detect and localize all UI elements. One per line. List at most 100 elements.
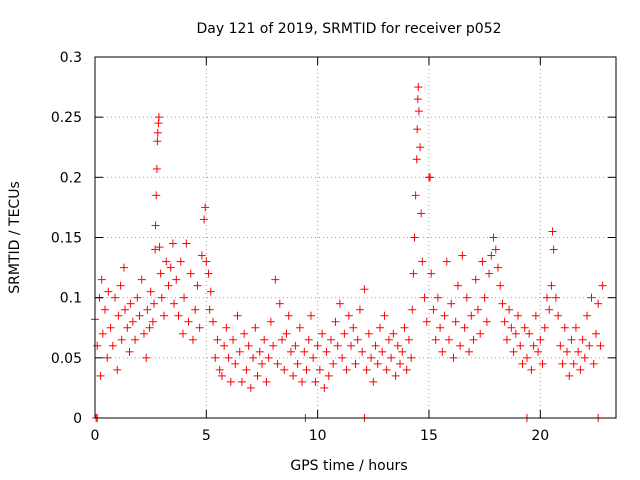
- data-point: [393, 341, 402, 350]
- data-point: [229, 335, 238, 344]
- data-point: [178, 329, 187, 338]
- data-point: [139, 329, 148, 338]
- data-point: [498, 299, 507, 308]
- data-point: [398, 347, 407, 356]
- data-point: [253, 371, 262, 380]
- data-point: [195, 323, 204, 332]
- data-point: [420, 293, 429, 302]
- data-point: [126, 299, 135, 308]
- data-point: [282, 329, 291, 338]
- data-point: [529, 341, 538, 350]
- data-point: [311, 377, 320, 386]
- y-tick-label: 0.25: [51, 110, 82, 126]
- data-point: [327, 335, 336, 344]
- x-tick-label: 0: [91, 428, 100, 444]
- data-point: [407, 353, 416, 362]
- data-point: [209, 317, 218, 326]
- x-axis-label: GPS time / hours: [290, 458, 407, 474]
- data-point: [391, 371, 400, 380]
- data-point: [237, 377, 246, 386]
- data-point: [293, 359, 302, 368]
- data-point: [547, 281, 556, 290]
- data-point: [445, 335, 454, 344]
- data-point: [150, 299, 159, 308]
- data-point: [186, 269, 195, 278]
- data-point: [280, 365, 289, 374]
- y-tick-label: 0.3: [60, 50, 82, 66]
- data-point: [480, 293, 489, 302]
- data-point: [478, 257, 487, 266]
- data-point: [117, 335, 126, 344]
- data-point: [569, 359, 578, 368]
- data-point: [202, 257, 211, 266]
- data-point: [153, 128, 162, 137]
- data-point: [329, 359, 338, 368]
- data-point: [563, 347, 572, 356]
- data-point: [384, 335, 393, 344]
- data-point: [246, 383, 255, 392]
- data-point: [542, 293, 551, 302]
- data-point: [469, 335, 478, 344]
- data-point: [511, 329, 520, 338]
- data-point: [255, 347, 264, 356]
- data-point: [200, 215, 209, 224]
- data-point: [355, 305, 364, 314]
- data-point: [121, 305, 130, 314]
- data-point: [462, 293, 471, 302]
- data-point: [500, 317, 509, 326]
- y-tick-label: 0: [73, 411, 82, 427]
- data-point: [414, 107, 423, 116]
- data-point: [485, 269, 494, 278]
- data-point: [400, 323, 409, 332]
- data-point: [174, 311, 183, 320]
- data-point: [155, 243, 164, 252]
- data-point: [429, 305, 438, 314]
- data-point: [291, 341, 300, 350]
- data-point: [300, 347, 309, 356]
- data-point: [438, 347, 447, 356]
- data-point: [322, 347, 331, 356]
- data-point: [426, 173, 435, 182]
- data-point: [206, 287, 215, 296]
- data-point: [531, 311, 540, 320]
- data-point: [522, 353, 531, 362]
- data-point: [295, 323, 304, 332]
- data-point: [534, 347, 543, 356]
- data-point: [442, 257, 451, 266]
- data-point: [375, 323, 384, 332]
- data-point: [176, 257, 185, 266]
- data-point: [536, 335, 545, 344]
- data-point: [520, 323, 529, 332]
- chart-title: Day 121 of 2019, SRMTID for receiver p05…: [196, 21, 501, 37]
- data-point: [145, 323, 154, 332]
- data-point: [574, 347, 583, 356]
- data-point: [298, 377, 307, 386]
- data-point: [271, 275, 280, 284]
- data-point: [367, 353, 376, 362]
- data-point: [269, 341, 278, 350]
- data-point: [580, 353, 589, 362]
- data-point: [412, 155, 421, 164]
- data-point: [416, 143, 425, 152]
- data-point: [131, 335, 140, 344]
- data-point: [170, 299, 179, 308]
- data-point: [204, 269, 213, 278]
- data-point: [591, 329, 600, 338]
- data-point: [143, 305, 152, 314]
- data-point: [342, 365, 351, 374]
- data-point: [565, 371, 574, 380]
- data-point: [496, 281, 505, 290]
- data-point: [589, 359, 598, 368]
- data-point: [205, 305, 214, 314]
- data-point: [344, 311, 353, 320]
- data-point: [257, 359, 266, 368]
- data-point: [538, 359, 547, 368]
- data-point: [349, 323, 358, 332]
- data-point: [489, 233, 498, 242]
- data-point: [164, 281, 173, 290]
- data-point: [491, 245, 500, 254]
- data-point: [505, 305, 514, 314]
- data-point: [509, 347, 518, 356]
- data-point: [222, 323, 231, 332]
